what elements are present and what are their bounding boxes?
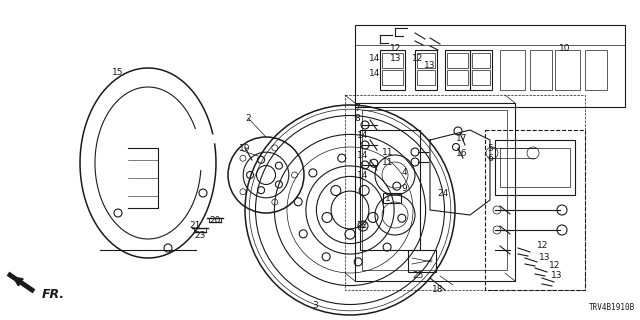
Bar [530, 50, 552, 90]
Bar [555, 50, 580, 90]
Text: 19: 19 [239, 143, 251, 153]
Text: TRV4B1910B: TRV4B1910B [589, 303, 635, 312]
Text: 5: 5 [487, 143, 493, 153]
Text: 11: 11 [382, 157, 394, 166]
Text: 18: 18 [432, 285, 444, 294]
Bar [485, 130, 585, 290]
Text: 12: 12 [390, 44, 402, 52]
Text: 13: 13 [540, 252, 551, 261]
Bar [447, 70, 468, 85]
Bar [472, 70, 490, 85]
Bar [380, 50, 405, 90]
Bar [472, 53, 490, 68]
Text: 13: 13 [424, 60, 436, 69]
Bar [383, 193, 401, 203]
Bar [362, 110, 507, 270]
Text: 6: 6 [487, 154, 493, 163]
Text: 12: 12 [412, 53, 424, 62]
Bar [500, 148, 570, 187]
Text: 25: 25 [412, 270, 424, 279]
Bar [360, 130, 420, 250]
Bar [417, 70, 435, 85]
Text: 12: 12 [538, 241, 548, 250]
Text: 9: 9 [401, 183, 407, 193]
Text: FR.: FR. [42, 288, 65, 301]
Text: 13: 13 [551, 270, 563, 279]
Bar [495, 140, 575, 195]
Bar [415, 50, 437, 90]
Text: 8: 8 [354, 114, 360, 123]
Bar [355, 103, 515, 281]
Text: 21: 21 [189, 220, 201, 229]
Bar [445, 50, 470, 90]
Text: 13: 13 [390, 53, 402, 62]
Text: 15: 15 [112, 68, 124, 76]
Bar [382, 70, 403, 85]
Text: 2: 2 [245, 114, 251, 123]
Bar [417, 53, 435, 68]
Text: 12: 12 [549, 260, 561, 269]
Text: 14: 14 [357, 150, 369, 159]
Text: 7: 7 [354, 103, 360, 113]
Text: 4: 4 [401, 167, 407, 177]
Text: 16: 16 [456, 148, 468, 157]
Text: 14: 14 [369, 68, 381, 77]
Text: 3: 3 [312, 300, 318, 309]
Bar [470, 50, 492, 90]
Text: 11: 11 [382, 148, 394, 156]
Bar [355, 25, 625, 107]
Text: 20: 20 [209, 215, 221, 225]
Bar [447, 53, 468, 68]
Bar [500, 50, 525, 90]
Bar [382, 53, 403, 68]
Text: 14: 14 [357, 171, 369, 180]
Text: 14: 14 [369, 53, 381, 62]
Text: 14: 14 [357, 131, 369, 140]
Bar [408, 250, 436, 272]
Bar [585, 50, 607, 90]
Text: 10: 10 [559, 44, 571, 52]
Text: 23: 23 [195, 230, 205, 239]
Text: 1: 1 [385, 194, 391, 203]
Bar [345, 95, 585, 290]
Text: 24: 24 [437, 188, 449, 197]
Text: 22: 22 [356, 220, 367, 229]
Text: 17: 17 [456, 133, 468, 142]
